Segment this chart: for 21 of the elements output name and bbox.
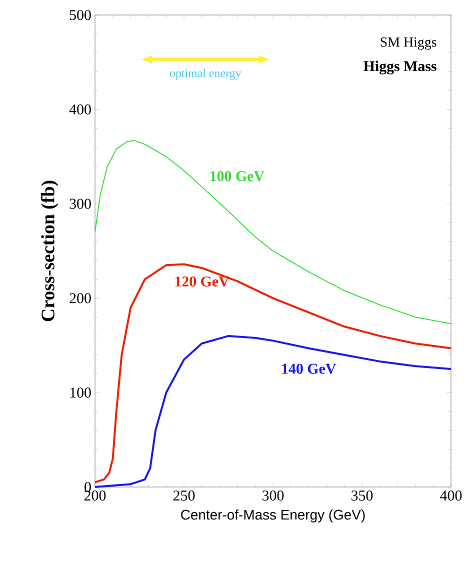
y-tick-label: 500	[70, 10, 91, 20]
y-axis-title: Cross-section (fb)	[40, 180, 58, 322]
y-tick-label: 300	[70, 198, 91, 209]
x-tick-label: 300	[262, 490, 284, 501]
x-tick-label: 200	[84, 490, 106, 501]
text: SM Higgs	[380, 37, 436, 50]
x-tick-label: 400	[440, 490, 462, 501]
x-axis-title: Center-of-Mass Energy (GeV)	[181, 509, 365, 522]
x-tick-label: 250	[173, 490, 195, 501]
text: Higgs Mass	[364, 60, 436, 74]
line-series	[94, 334, 452, 488]
y-tick-label: 200	[70, 293, 91, 304]
line-series	[94, 140, 452, 324]
series-label: 100 GeV	[210, 171, 264, 182]
series-label: 120 GeV	[175, 276, 230, 287]
y-tick-label: 0	[84, 482, 91, 492]
y-tick-label: 100	[70, 388, 91, 398]
y-tick-label: 400	[69, 104, 91, 114]
series-label: 140 GeV	[282, 364, 336, 374]
annotation: optimal energy	[170, 68, 242, 80]
x-tick-label: 350	[352, 490, 373, 501]
